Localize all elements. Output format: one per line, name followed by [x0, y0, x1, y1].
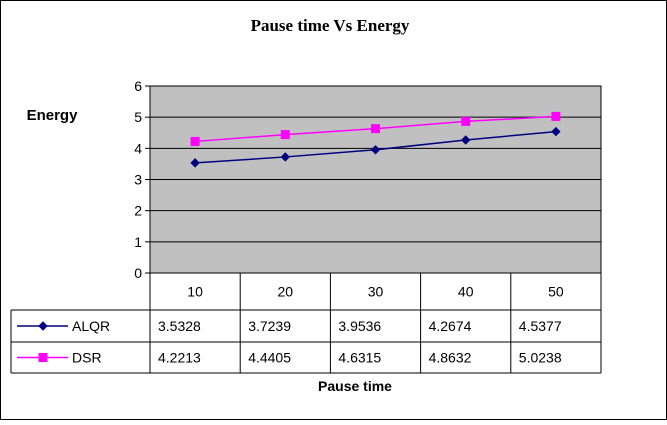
series-dsr: [190, 111, 561, 146]
data-label: 3.9536: [338, 318, 381, 334]
data-point: [190, 158, 200, 168]
y-tick-label: 0: [134, 265, 142, 281]
plot-area: [149, 85, 602, 274]
y-tick-label: 2: [134, 203, 142, 219]
y-tick-label: 3: [134, 172, 142, 188]
y-tick-label: 4: [134, 140, 142, 156]
series-layer: [190, 111, 561, 168]
y-tick-label: 5: [134, 109, 142, 125]
legend-marker: [38, 321, 48, 331]
data-label: 4.2213: [158, 350, 201, 366]
data-point: [551, 111, 561, 121]
data-point: [460, 135, 471, 145]
x-tick-label: 30: [368, 284, 384, 300]
legend-label: DSR: [72, 350, 102, 366]
data-label: 4.4405: [248, 350, 291, 366]
data-label: 3.5328: [158, 318, 201, 334]
data-point: [551, 126, 561, 137]
legend-marker: [38, 353, 48, 362]
data-point: [280, 152, 291, 162]
data-point: [461, 116, 471, 126]
chart-title: Pause time Vs Energy: [251, 16, 410, 35]
data-label: 4.5377: [519, 318, 562, 334]
x-tick-label: 10: [187, 284, 203, 300]
x-tick-label: 20: [278, 284, 294, 300]
data-label: 4.8632: [429, 350, 472, 366]
x-tick-label: 40: [458, 284, 474, 300]
y-tick-label: 1: [134, 234, 142, 250]
legend-entry: DSR: [17, 350, 102, 366]
legend-label: ALQR: [72, 318, 110, 334]
y-axis: 0 1 2 3 4 5 6: [134, 78, 150, 281]
data-point: [280, 130, 290, 140]
x-tick-label: 50: [548, 284, 564, 300]
y-axis-label: Energy: [27, 107, 79, 124]
data-point: [371, 124, 380, 134]
data-label: 4.2674: [429, 318, 472, 334]
x-axis-label: Pause time: [318, 378, 392, 394]
data-label: 3.7239: [248, 318, 291, 334]
data-label: 5.0238: [519, 350, 562, 366]
data-point: [190, 136, 200, 146]
data-label: 4.6315: [338, 350, 381, 366]
y-tick-label: 6: [134, 78, 142, 94]
legend-entry: ALQR: [17, 318, 110, 334]
data-point: [370, 145, 381, 155]
series-alqr: [190, 126, 561, 168]
data-table: 10 20 30 40 50 ALQR 3.5328 3.7239 3.9536 4.2674 4.…: [10, 273, 602, 374]
